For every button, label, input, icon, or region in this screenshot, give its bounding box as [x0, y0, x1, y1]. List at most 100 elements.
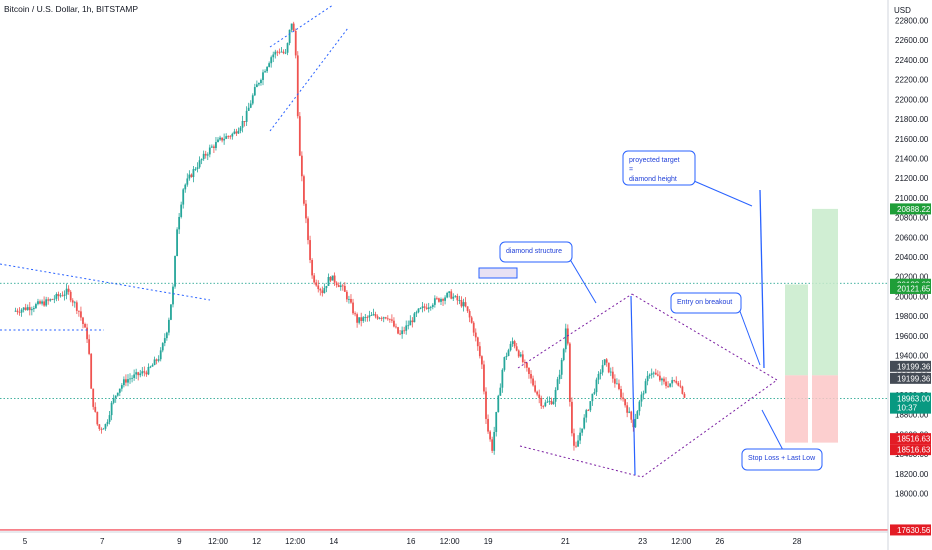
candle-body	[286, 43, 289, 53]
candle-body	[178, 216, 181, 230]
candle-body	[194, 169, 197, 170]
candle-body	[493, 431, 496, 451]
candle-body	[560, 359, 563, 375]
candle-body	[333, 275, 336, 283]
candle-body	[280, 51, 283, 53]
candle-body	[53, 298, 56, 300]
candle-body	[227, 136, 230, 137]
candle-body	[470, 317, 473, 323]
candle-body	[446, 292, 449, 298]
candle-body	[452, 296, 455, 299]
candle-body	[125, 379, 127, 383]
candle-body	[675, 380, 678, 383]
price-tag-level-2: 20121.65	[897, 284, 931, 293]
price-tick-label: 22000.00	[895, 95, 929, 104]
candle-body	[341, 285, 344, 287]
candle-body	[141, 371, 144, 374]
time-tick-label: 12:00	[285, 537, 306, 546]
price-tick-label: 20600.00	[895, 233, 929, 242]
candle-body	[640, 394, 643, 402]
candle-body	[311, 260, 314, 276]
candle-body	[585, 410, 588, 418]
candle-body	[114, 395, 117, 399]
candle-body	[458, 300, 461, 301]
candle-body	[462, 302, 465, 307]
price-tag-entry-b: 19199.36	[897, 374, 931, 383]
entry-callout-box	[670, 292, 742, 314]
candle-body	[272, 54, 275, 58]
candle-body	[503, 357, 506, 370]
price-tick-label: 21400.00	[895, 154, 929, 163]
candle-body	[67, 288, 70, 292]
candle-body	[18, 311, 21, 313]
candle-body	[80, 311, 82, 318]
candle-body	[65, 288, 68, 295]
candle-body	[92, 388, 95, 407]
candle-body	[681, 386, 684, 394]
candle-body	[607, 362, 610, 373]
candle-body	[599, 372, 602, 375]
candle-body	[262, 72, 264, 80]
candle-body	[505, 355, 508, 358]
time-tick-label: 9	[177, 537, 182, 546]
candle-body	[294, 30, 297, 56]
candle-body	[362, 317, 365, 321]
candle-body	[554, 389, 557, 402]
candle-body	[646, 375, 649, 382]
candle-body	[515, 346, 518, 351]
channel-upper-line	[269, 4, 334, 48]
candle-body	[581, 428, 584, 433]
candle-body	[28, 307, 31, 311]
candle-body	[243, 121, 246, 122]
candle-body	[523, 362, 526, 363]
price-tick-label: 19600.00	[895, 332, 929, 341]
candle-body	[229, 136, 232, 138]
candle-body	[683, 393, 686, 398]
candle-body	[157, 359, 160, 361]
candle-body	[159, 350, 162, 360]
candle-body	[39, 301, 41, 304]
candle-body	[352, 302, 354, 314]
candle-body	[368, 315, 371, 318]
candle-body	[43, 301, 46, 306]
candle-body	[648, 374, 651, 376]
candle-body	[423, 306, 426, 308]
candle-body	[190, 174, 193, 178]
candle-body	[530, 373, 532, 379]
candle-body	[331, 275, 334, 281]
candle-body	[49, 299, 52, 301]
candle-body	[329, 276, 332, 281]
stop-callout-box	[741, 448, 823, 471]
candle-body	[213, 146, 215, 148]
price-tag-stop-b: 18516.63	[897, 446, 931, 455]
stop-callout-pointer	[761, 409, 785, 453]
candle-body	[644, 381, 647, 394]
candle-body	[317, 285, 320, 290]
target-callout-box	[622, 150, 696, 186]
candle-body	[82, 317, 84, 324]
time-tick-label: 5	[23, 537, 28, 546]
candle-body	[20, 309, 23, 313]
time-tick-label: 12:00	[440, 537, 461, 546]
candle-body	[509, 343, 512, 351]
candle-body	[71, 300, 74, 303]
candle-body	[102, 428, 105, 430]
price-tags: 20888.2220133.6220121.6519199.3619199.36…	[890, 203, 931, 536]
candle-body	[605, 359, 608, 363]
time-tick-label: 26	[715, 537, 724, 546]
candle-body	[47, 299, 50, 301]
candle-body	[436, 298, 438, 300]
time-tick-label: 16	[407, 537, 416, 546]
candle-body	[321, 290, 324, 294]
candle-body	[274, 51, 277, 55]
time-tick-label: 21	[561, 537, 570, 546]
candle-body	[573, 433, 575, 446]
candle-body	[127, 379, 129, 383]
time-tick-label: 23	[638, 537, 647, 546]
candle-body	[407, 325, 410, 327]
candle-body	[575, 445, 577, 447]
candle-body	[609, 371, 612, 373]
candle-body	[163, 338, 166, 344]
time-tick-label: 12:00	[671, 537, 692, 546]
